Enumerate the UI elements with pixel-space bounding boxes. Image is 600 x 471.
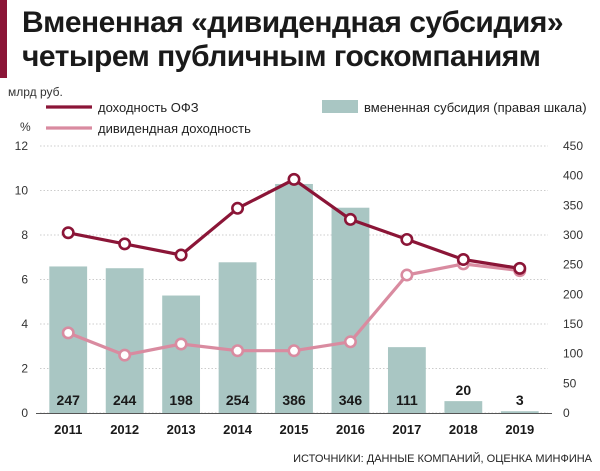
right-axis-tick-label: 250 (563, 258, 583, 272)
legend-label-ofz: доходность ОФЗ (98, 100, 199, 115)
right-axis-tick-label: 0 (563, 406, 570, 420)
left-axis-unit: % (20, 120, 31, 134)
x-axis-tick-label: 2019 (505, 422, 534, 437)
right-axis-unit: млрд руб. (8, 85, 63, 99)
bar-2017 (387, 347, 426, 413)
bar-value-label: 346 (339, 392, 363, 408)
legend: доходность ОФЗ дивидендная доходность вмен… (46, 100, 587, 136)
left-axis-tick-label: 8 (21, 228, 28, 242)
series-point-ofz (513, 261, 527, 275)
bar-value-label: 3 (516, 392, 524, 408)
left-axis-tick-label: 12 (15, 139, 29, 153)
bar-value-label: 20 (456, 382, 472, 398)
bar-value-label: 244 (113, 392, 137, 408)
right-axis-tick-label: 350 (563, 198, 583, 212)
series-point-ofz (343, 212, 357, 226)
right-axis-tick-label: 50 (563, 376, 577, 390)
bar-2011 (49, 266, 88, 413)
title-accent-bar (0, 0, 7, 78)
bar-2018 (444, 401, 483, 413)
bar-2014 (218, 262, 257, 413)
bar-value-label: 254 (226, 392, 250, 408)
axes-layer: 0 2 4 6 8 10 12 0 50 100 150 200 250 300 350 400 450% млр… (8, 85, 583, 437)
labels-layer: 247 244 198 254 386 346 111 20 3 (57, 382, 524, 408)
left-axis-tick-label: 2 (21, 362, 28, 376)
right-axis-tick-label: 450 (563, 139, 583, 153)
bar-2016 (331, 207, 370, 413)
series-point-ofz (118, 237, 132, 251)
bar-2012 (105, 268, 144, 413)
x-axis-tick-label: 2012 (110, 422, 139, 437)
bar-2015 (275, 183, 313, 413)
source-note: ИСТОЧНИКИ: ДАННЫЕ КОМПАНИЙ, ОЦЕНКА МИНФИ… (293, 452, 593, 465)
legend-label-dividend: дивидендная доходность (98, 121, 251, 136)
x-axis-tick-label: 2015 (280, 422, 309, 437)
right-axis-tick-label: 300 (563, 228, 583, 242)
chart-title-line-2: четырем публичным госкомпаниям (22, 40, 541, 73)
x-axis-tick-label: 2016 (336, 422, 365, 437)
left-axis-tick-label: 10 (15, 184, 29, 198)
bar-value-label: 111 (396, 392, 418, 408)
x-axis-tick-label: 2011 (54, 422, 82, 437)
lines-layer (61, 172, 527, 362)
series-point-ofz (231, 201, 245, 215)
chart-title: Вмененная «дивидендная субсидия» четырем… (22, 6, 564, 74)
series-point-dividend (231, 344, 245, 358)
series-point-dividend (61, 326, 75, 340)
series-point-ofz (456, 252, 470, 266)
left-axis-tick-label: 0 (21, 406, 28, 420)
right-axis-tick-label: 100 (563, 347, 583, 361)
series-point-ofz (174, 248, 188, 262)
legend-swatch-bars (322, 100, 358, 113)
x-axis-tick-label: 2014 (223, 422, 253, 437)
x-axis-tick-label: 2018 (449, 422, 478, 437)
right-axis-tick-label: 200 (563, 287, 583, 301)
bar-value-label: 386 (282, 392, 306, 408)
right-axis-tick-label: 150 (563, 317, 583, 331)
left-axis-tick-label: 4 (21, 317, 28, 331)
bar-value-label: 247 (57, 392, 81, 408)
series-point-ofz (61, 226, 75, 240)
series-point-dividend (400, 268, 414, 282)
bar-value-label: 198 (169, 392, 193, 408)
series-point-dividend (287, 344, 301, 358)
x-axis-tick-label: 2013 (167, 422, 196, 437)
x-axis-tick-label: 2017 (392, 422, 421, 437)
right-axis-tick-label: 400 (563, 169, 583, 183)
bar-2019 (500, 411, 539, 413)
series-point-dividend (343, 335, 357, 349)
chart-title-line-1: Вмененная «дивидендная субсидия» (22, 6, 564, 39)
series-point-dividend (174, 337, 188, 351)
legend-label-bars: вмененная субсидия (правая шкала) (364, 100, 587, 115)
left-axis-tick-label: 6 (21, 273, 28, 287)
bars-layer (49, 183, 539, 413)
series-point-ofz (287, 172, 301, 186)
bar-2013 (162, 295, 201, 413)
series-point-ofz (400, 232, 414, 246)
series-point-dividend (118, 348, 132, 362)
